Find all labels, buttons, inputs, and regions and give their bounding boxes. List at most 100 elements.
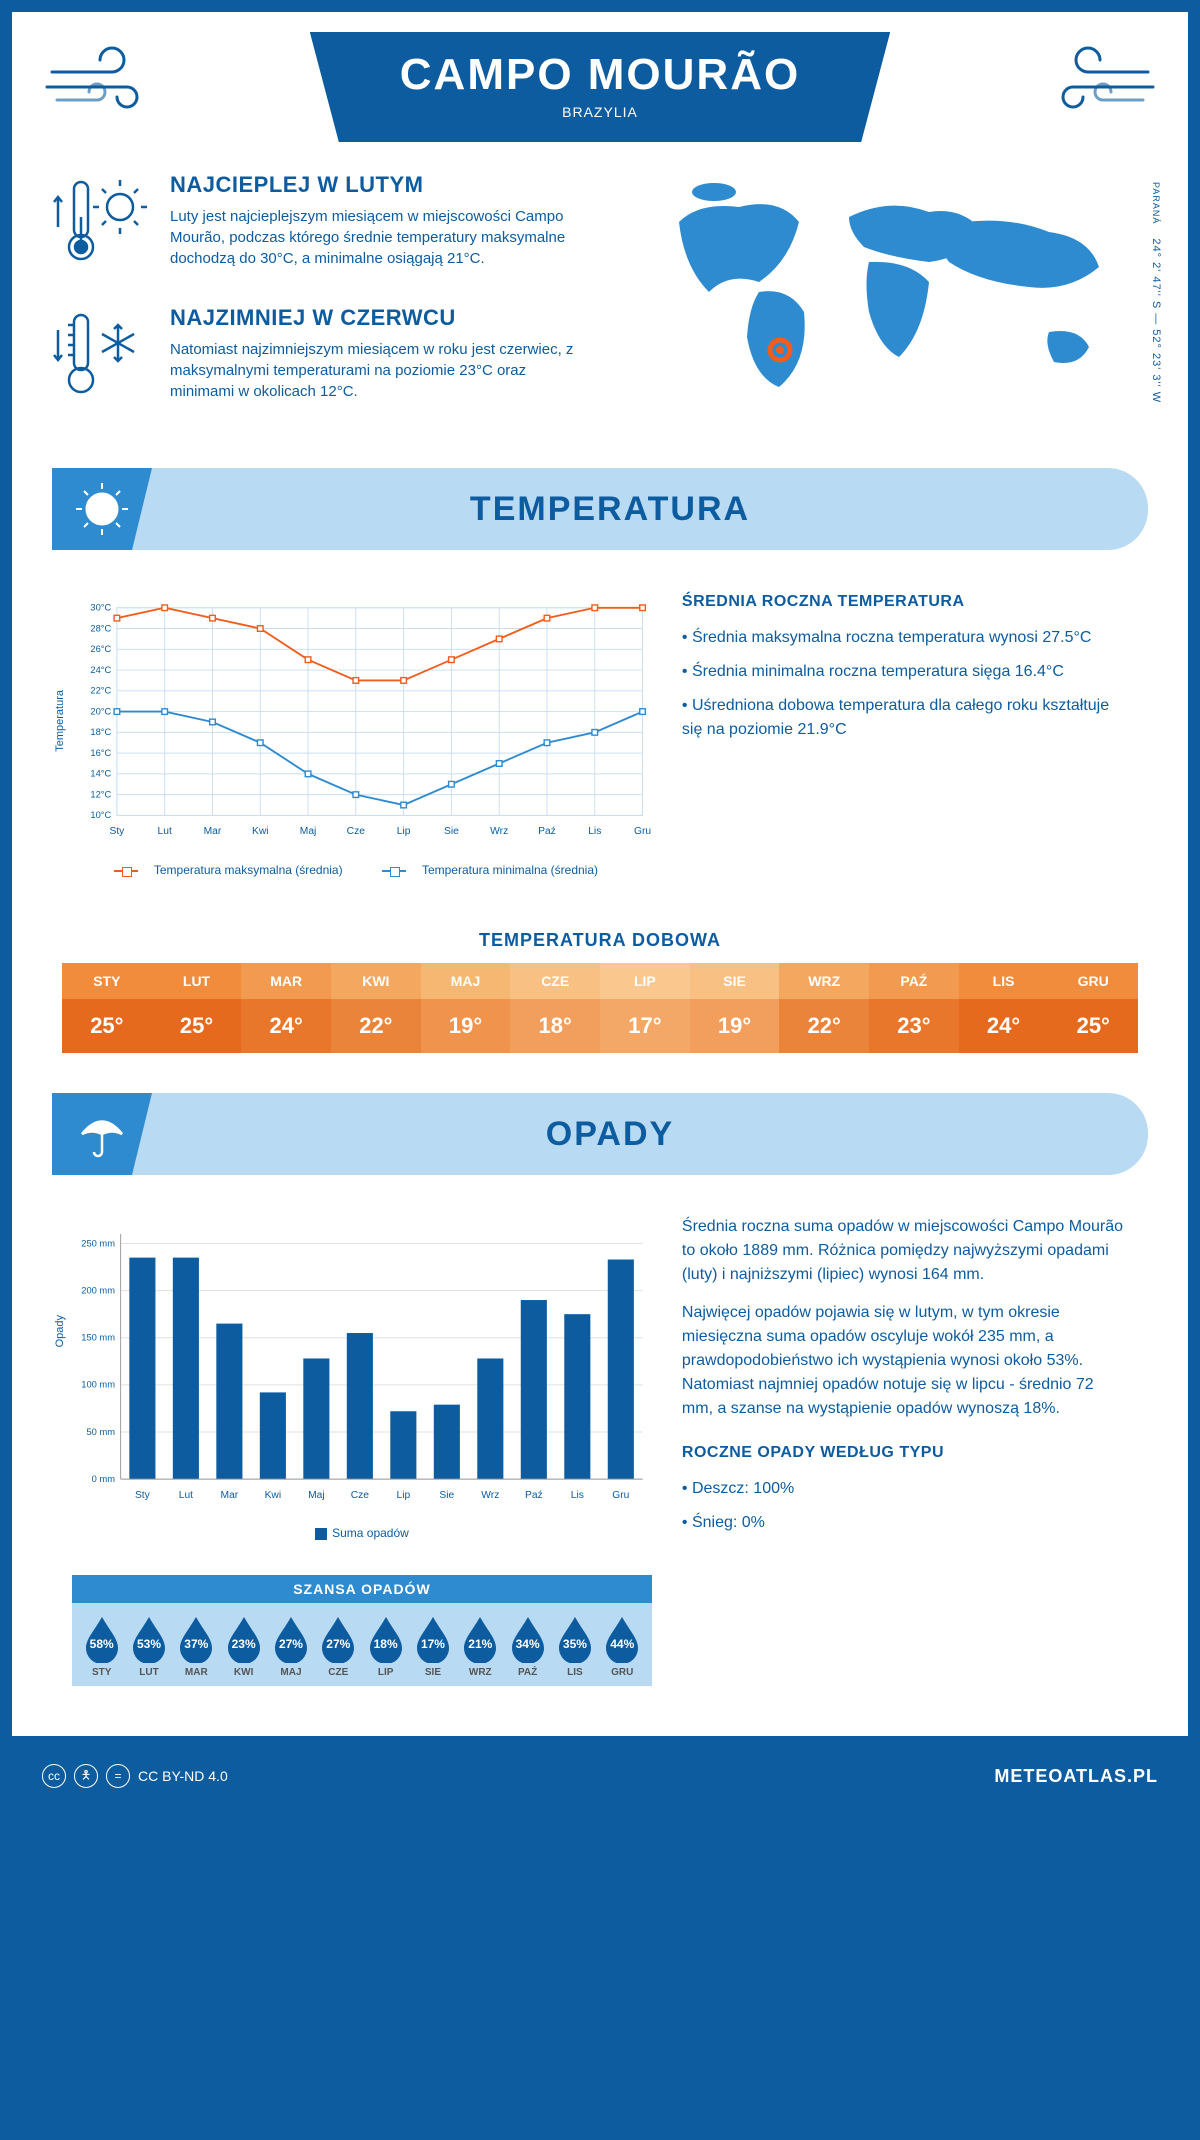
rain-chance-month: STY [78, 1667, 125, 1678]
daily-temp-month: MAR [241, 963, 331, 999]
svg-text:Kwi: Kwi [252, 826, 269, 837]
daily-temp-title: TEMPERATURA DOBOWA [12, 930, 1188, 951]
wind-icon-right [1038, 42, 1158, 127]
daily-temp-month: LIS [959, 963, 1049, 999]
fact-coldest-title: NAJZIMNIEJ W CZERWCU [170, 305, 590, 331]
rain-chance-month: SIE [409, 1667, 456, 1678]
license-block: cc 🯅 = CC BY-ND 4.0 [42, 1764, 228, 1788]
temp-side-title: ŚREDNIA ROCZNA TEMPERATURA [682, 590, 1128, 614]
temp-side-item: Średnia maksymalna roczna temperatura wy… [682, 626, 1128, 650]
fact-warmest: NAJCIEPLEJ W LUTYM Luty jest najcieplejs… [52, 172, 590, 277]
fact-warmest-text: Luty jest najcieplejszym miesiącem w mie… [170, 206, 590, 269]
rain-chance-month: PAŹ [504, 1667, 551, 1678]
daily-temp-table: STY25°LUT25°MAR24°KWI22°MAJ19°CZE18°LIP1… [62, 963, 1138, 1053]
daily-temp-month: MAJ [421, 963, 511, 999]
svg-text:Lut: Lut [179, 1490, 193, 1501]
intro-facts: NAJCIEPLEJ W LUTYM Luty jest najcieplejs… [52, 172, 590, 438]
raindrop-icon: 34% [508, 1615, 548, 1663]
cc-icon: cc [42, 1764, 66, 1788]
rain-chance-item: 37%MAR [173, 1615, 220, 1678]
raindrop-icon: 27% [271, 1615, 311, 1663]
rain-chance-item: 34% PAŹ [504, 1615, 551, 1678]
raindrop-icon: 53% [129, 1615, 169, 1663]
daily-temp-month: PAŹ [869, 963, 959, 999]
daily-temp-value: 22° [331, 999, 421, 1053]
svg-text:100 mm: 100 mm [81, 1380, 115, 1390]
svg-text:Lip: Lip [397, 826, 411, 837]
temp-legend: Temperatura maksymalna (średnia) Tempera… [72, 863, 652, 877]
daily-temp-column: STY25° [62, 963, 152, 1053]
fact-coldest: NAJZIMNIEJ W CZERWCU Natomiast najzimnie… [52, 305, 590, 410]
fact-warmest-title: NAJCIEPLEJ W LUTYM [170, 172, 590, 198]
svg-text:28°C: 28°C [90, 623, 111, 633]
precipitation-chart-row: Opady 0 mm50 mm100 mm150 mm200 mm250 mmS… [12, 1205, 1188, 1706]
temp-y-axis-label: Temperatura [54, 690, 66, 752]
daily-temp-month: KWI [331, 963, 421, 999]
rain-chance-month: MAJ [267, 1667, 314, 1678]
svg-text:16°C: 16°C [90, 748, 111, 758]
svg-text:Sie: Sie [439, 1490, 454, 1501]
fact-coldest-text: Natomiast najzimniejszym miesiącem w rok… [170, 339, 590, 402]
rain-chance-item: 27% MAJ [267, 1615, 314, 1678]
svg-text:200 mm: 200 mm [81, 1285, 115, 1295]
rain-chance-title: SZANSA OPADÓW [72, 1575, 652, 1603]
legend-min-label: Temperatura minimalna (średnia) [422, 863, 598, 877]
daily-temp-month: SIE [690, 963, 780, 999]
raindrop-icon: 27% [318, 1615, 358, 1663]
rain-chance-month: LIS [551, 1667, 598, 1678]
temperature-section-banner: TEMPERATURA [52, 468, 1148, 550]
daily-temp-value: 25° [152, 999, 242, 1053]
svg-text:Paź: Paź [538, 826, 556, 837]
raindrop-icon: 23% [224, 1615, 264, 1663]
svg-text:Sie: Sie [444, 826, 459, 837]
svg-text:Mar: Mar [221, 1490, 239, 1501]
svg-text:Lis: Lis [571, 1490, 584, 1501]
daily-temp-month: CZE [510, 963, 600, 999]
sun-icon [52, 468, 152, 550]
raindrop-icon: 17% [413, 1615, 453, 1663]
license-text: CC BY-ND 4.0 [138, 1768, 228, 1784]
precipitation-title: OPADY [152, 1115, 1148, 1154]
svg-text:Sty: Sty [109, 826, 125, 837]
region-label: PARANÁ [1151, 182, 1161, 224]
thermometer-snowflake-icon [52, 305, 152, 410]
temp-side-item: Średnia minimalna roczna temperatura się… [682, 660, 1128, 684]
temp-side-list: Średnia maksymalna roczna temperatura wy… [682, 626, 1128, 742]
precipitation-bar-chart: Opady 0 mm50 mm100 mm150 mm200 mm250 mmS… [72, 1215, 652, 1686]
rain-chance-month: KWI [220, 1667, 267, 1678]
daily-temp-value: 25° [62, 999, 152, 1053]
thermometer-sun-icon [52, 172, 152, 277]
daily-temp-value: 19° [421, 999, 511, 1053]
svg-text:Gru: Gru [612, 1490, 629, 1501]
umbrella-icon [52, 1093, 152, 1175]
world-map-icon [610, 172, 1148, 417]
intro-row: NAJCIEPLEJ W LUTYM Luty jest najcieplejs… [12, 142, 1188, 458]
legend-max-label: Temperatura maksymalna (średnia) [154, 863, 343, 877]
daily-temp-column: PAŹ23° [869, 963, 959, 1053]
rain-chance-month: CZE [315, 1667, 362, 1678]
daily-temp-month: LIP [600, 963, 690, 999]
svg-text:Cze: Cze [351, 1490, 370, 1501]
svg-text:Maj: Maj [300, 826, 317, 837]
precip-p2: Najwięcej opadów pojawia się w lutym, w … [682, 1301, 1128, 1421]
temperature-title: TEMPERATURA [152, 490, 1148, 529]
rain-chance-item: 53%LUT [125, 1615, 172, 1678]
wind-icon-left [42, 42, 162, 127]
fact-coldest-body: NAJZIMNIEJ W CZERWCU Natomiast najzimnie… [170, 305, 590, 410]
svg-text:20°C: 20°C [90, 706, 111, 716]
temp-side-item: Uśredniona dobowa temperatura dla całego… [682, 694, 1128, 742]
by-icon: 🯅 [74, 1764, 98, 1788]
rain-chance-box: SZANSA OPADÓW 58%STY53%LUT37%MAR23%KWI27… [72, 1575, 652, 1686]
daily-temp-value: 24° [241, 999, 331, 1053]
raindrop-icon: 18% [366, 1615, 406, 1663]
daily-temp-column: GRU25° [1048, 963, 1138, 1053]
svg-text:Paź: Paź [525, 1490, 543, 1501]
daily-temp-column: MAR24° [241, 963, 331, 1053]
svg-text:Mar: Mar [204, 826, 222, 837]
raindrop-icon: 21% [460, 1615, 500, 1663]
temperature-chart-row: Temperatura 10°C12°C14°C16°C18°C20°C22°C… [12, 580, 1188, 910]
header-banner: CAMPO MOURÃO BRAZYLIA [310, 32, 890, 142]
svg-text:50 mm: 50 mm [86, 1427, 115, 1437]
city-title: CAMPO MOURÃO [400, 50, 800, 100]
precip-snow-item: Śnieg: 0% [682, 1511, 1128, 1535]
